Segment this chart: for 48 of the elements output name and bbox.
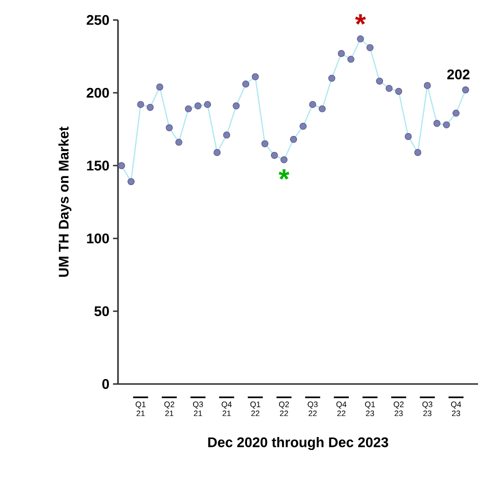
y-tick-label: 0 — [102, 379, 109, 389]
point — [194, 102, 202, 110]
point — [433, 120, 440, 127]
point — [270, 152, 278, 159]
annotation: * — [278, 169, 290, 180]
y-tick-label: 200 — [86, 88, 109, 98]
y-tick-label: 100 — [87, 233, 109, 244]
point — [261, 140, 268, 148]
point — [366, 44, 374, 52]
point — [175, 138, 182, 146]
point — [328, 74, 336, 82]
point — [137, 100, 144, 108]
point — [424, 82, 431, 90]
x-axis-title: Dec 2020 through Dec 2023 — [208, 436, 388, 450]
point — [252, 73, 259, 80]
point — [280, 156, 288, 164]
y-tick-label: 250 — [86, 15, 109, 25]
point — [184, 105, 192, 112]
y-tick-label: 50 — [94, 306, 109, 316]
point — [442, 121, 450, 128]
point — [242, 80, 250, 88]
point — [118, 162, 126, 170]
y-axis-title: UM TH Days on Market — [58, 126, 72, 277]
point — [214, 148, 221, 156]
point — [452, 110, 460, 117]
point — [232, 102, 240, 110]
point — [404, 132, 412, 140]
point — [166, 124, 173, 132]
point — [462, 86, 470, 94]
point — [156, 83, 164, 90]
point — [309, 100, 316, 108]
point — [290, 136, 298, 143]
point — [204, 100, 212, 108]
point — [300, 122, 307, 130]
point — [347, 56, 354, 63]
annotation: * — [355, 14, 366, 25]
point — [386, 84, 393, 92]
point — [376, 78, 384, 85]
point — [146, 104, 154, 111]
y-tick-label: 150 — [87, 160, 109, 171]
point — [395, 88, 402, 95]
point — [338, 50, 345, 57]
point — [356, 35, 364, 42]
point — [318, 105, 326, 112]
annotation: 202 — [447, 69, 470, 80]
point — [414, 148, 422, 156]
point — [128, 178, 135, 186]
point — [223, 132, 230, 139]
